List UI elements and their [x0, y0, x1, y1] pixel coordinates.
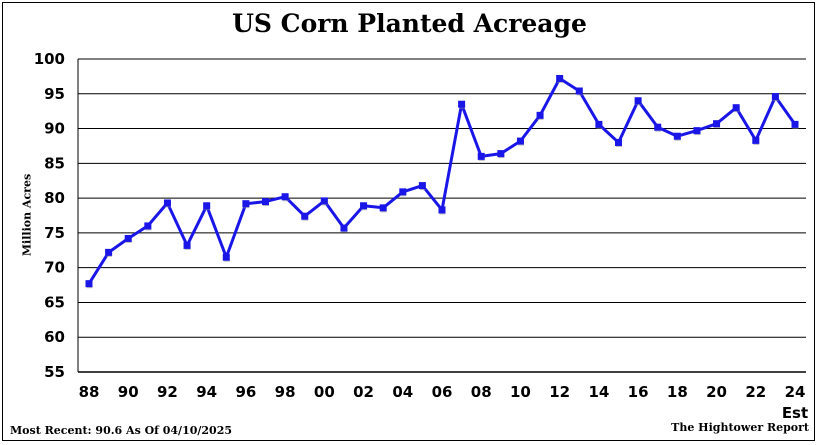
y-tick-label: 75	[44, 224, 65, 242]
series-acreage	[85, 74, 799, 289]
data-point	[713, 120, 721, 128]
data-point	[516, 137, 524, 145]
x-tick-label: 18	[667, 383, 688, 401]
y-tick-label: 70	[44, 259, 65, 277]
data-point	[477, 152, 485, 160]
data-point	[536, 111, 544, 119]
data-point	[438, 206, 446, 214]
x-tick-label: 88	[79, 383, 100, 401]
y-tick-label: 55	[44, 363, 65, 381]
x-tick-label: 22	[745, 383, 766, 401]
data-point	[575, 87, 583, 95]
x-tick-label: 08	[471, 383, 492, 401]
y-tick-label: 95	[44, 85, 65, 103]
data-point	[242, 200, 250, 208]
x-tick-label: 06	[432, 383, 453, 401]
x-tick-label: 20	[706, 383, 727, 401]
data-point	[791, 120, 799, 128]
x-tick-label: 94	[196, 383, 217, 401]
x-tick-label: 00	[314, 383, 335, 401]
data-point	[771, 93, 779, 101]
x-tick-note-est: Est	[782, 404, 808, 422]
x-tick-label: 90	[118, 383, 139, 401]
y-tick-labels: 55 60 65 70 75 80 85 90 95 100	[34, 50, 65, 381]
data-point	[281, 193, 289, 201]
chart-frame	[2, 2, 815, 441]
data-point	[360, 202, 368, 210]
data-point	[85, 280, 93, 288]
data-point	[222, 253, 230, 261]
data-point	[340, 224, 348, 232]
x-tick-label: 02	[353, 383, 374, 401]
x-tick-label: 16	[628, 383, 649, 401]
y-tick-label: 85	[44, 154, 65, 172]
x-tick-label: 12	[549, 383, 570, 401]
x-tick-labels: 88 90 92 94 96 98 00 02 04 06 08 10 12 14 16 18 20 22 24 Es…	[79, 383, 809, 422]
data-point	[105, 248, 113, 256]
data-point	[752, 136, 760, 144]
data-point	[399, 188, 407, 196]
x-tick-label: 98	[275, 383, 296, 401]
x-tick-label: 04	[392, 383, 413, 401]
data-point	[320, 197, 328, 205]
data-point	[163, 199, 171, 207]
y-tick-label: 100	[34, 50, 65, 68]
y-tick-label: 90	[44, 120, 65, 138]
chart-title: US Corn Planted Acreage	[232, 9, 587, 38]
y-tick-label: 65	[44, 293, 65, 311]
x-tick-label: 14	[588, 383, 609, 401]
data-point	[203, 202, 211, 210]
data-point	[732, 104, 740, 112]
x-tick-label: 92	[157, 383, 178, 401]
data-point	[615, 138, 622, 146]
data-point	[183, 241, 191, 249]
data-point	[458, 100, 466, 108]
data-point	[654, 123, 662, 131]
source-credit: The Hightower Report	[671, 421, 809, 434]
y-tick-label: 60	[44, 328, 65, 346]
data-point	[301, 212, 309, 220]
x-tick-label: 96	[235, 383, 256, 401]
data-point	[379, 204, 387, 212]
data-point	[124, 234, 132, 242]
data-point	[262, 198, 269, 206]
series-line	[87, 77, 797, 285]
data-point	[693, 127, 701, 135]
data-point	[497, 150, 505, 158]
x-tick-label: 10	[510, 383, 531, 401]
data-point	[595, 120, 603, 128]
most-recent-note: Most Recent: 90.6 As Of 04/10/2025	[10, 424, 233, 437]
gridlines	[77, 58, 806, 373]
data-point	[634, 97, 642, 105]
x-tick-label: 24	[785, 383, 806, 401]
data-point	[418, 182, 426, 190]
data-point	[144, 222, 152, 230]
data-point	[556, 74, 564, 82]
y-tick-label: 80	[44, 189, 65, 207]
data-point	[673, 132, 681, 140]
